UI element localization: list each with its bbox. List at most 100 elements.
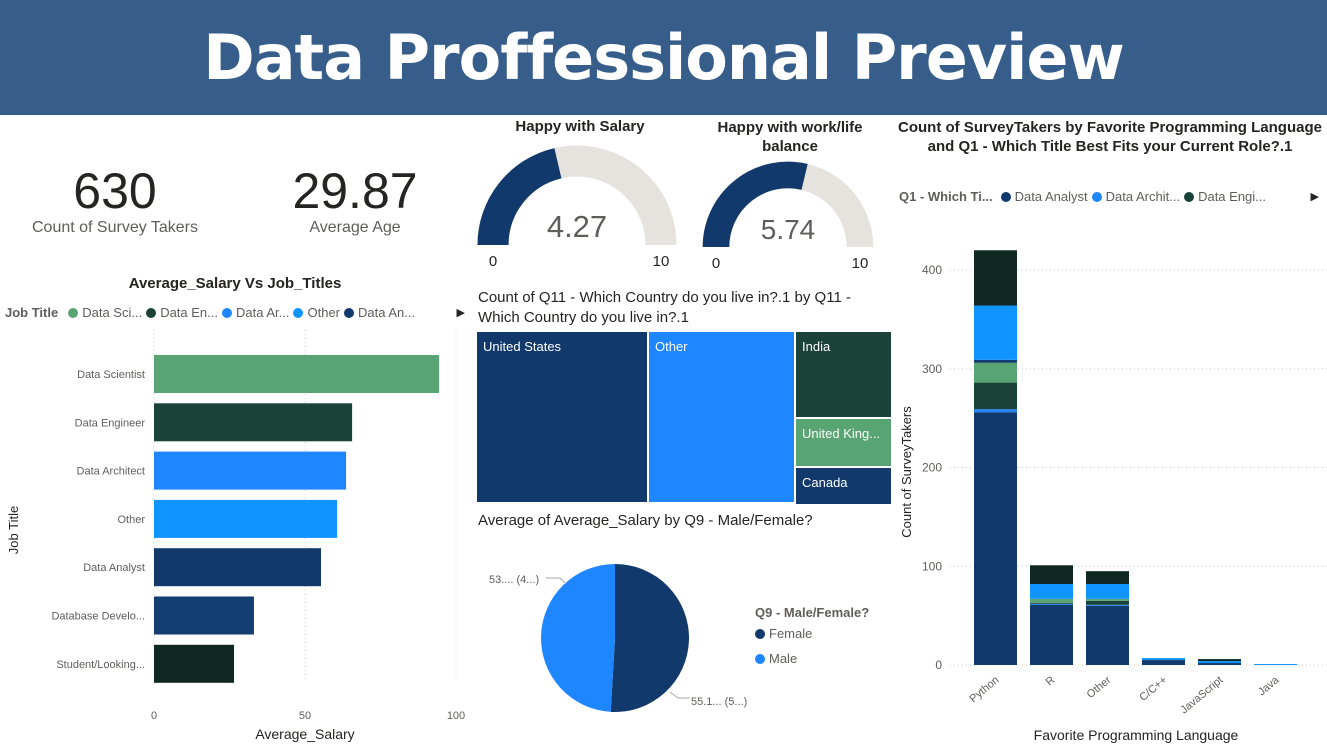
- treemap-tile: [477, 332, 647, 502]
- gauge-worklife: 5.74 0 10: [702, 161, 874, 272]
- gauge-value: 5.74: [761, 214, 816, 245]
- gauge-salary: 4.27 0 10: [477, 145, 677, 270]
- legend-item[interactable]: Data Analyst: [1014, 189, 1088, 204]
- data-label: 55.1... (5...): [691, 696, 747, 708]
- x-tick-label: C/C++: [1137, 674, 1169, 704]
- y-axis-title: Count of SurveyTakers: [899, 406, 914, 538]
- gauge-title: Happy with work/life balance: [717, 119, 863, 155]
- y-tick-label: Database Develo...: [51, 611, 145, 623]
- data-label: 53.... (4...): [489, 574, 539, 586]
- y-axis-title: Job Title: [6, 506, 21, 554]
- x-tick-label: Other: [1085, 674, 1114, 701]
- legend-dot: [344, 307, 354, 318]
- y-tick-label: 200: [922, 461, 942, 475]
- legend-dot: [755, 628, 765, 639]
- legend: Job Title Data Sci... Data En... Data Ar…: [5, 305, 465, 320]
- leader-line: [546, 577, 567, 585]
- stack-segment: [1030, 584, 1073, 599]
- bar: [154, 403, 353, 442]
- stack-segment: [974, 250, 1017, 306]
- legend-item[interactable]: Other: [307, 305, 340, 320]
- chart-title: Count of Q11 - Which Country do you live…: [478, 289, 851, 326]
- stack-segment: [1030, 604, 1073, 665]
- treemap-tile: [796, 332, 891, 417]
- treemap-tile: [796, 468, 891, 504]
- x-axis-title: Favorite Programming Language: [1034, 727, 1239, 743]
- stack-segment: [1142, 660, 1185, 665]
- pie-slice: [610, 564, 689, 712]
- gauge-min: 0: [712, 255, 720, 272]
- leader-line: [669, 691, 690, 699]
- y-tick-label: Student/Looking...: [56, 659, 145, 671]
- stack-segment: [1030, 598, 1073, 603]
- y-tick-label: Data Engineer: [75, 417, 146, 429]
- legend-dot: [68, 307, 79, 318]
- stack-segment: [1086, 604, 1129, 606]
- bar: [154, 499, 338, 538]
- legend-item[interactable]: Data An...: [358, 305, 416, 320]
- legend-next-arrow-icon[interactable]: ▶: [456, 307, 465, 319]
- legend-next-arrow-icon[interactable]: ▶: [1310, 191, 1319, 203]
- legend-dot: [1091, 191, 1102, 202]
- legend-title: Q9 - Male/Female?: [755, 605, 870, 620]
- legend-dot: [293, 307, 304, 318]
- y-tick-label: 300: [922, 362, 942, 376]
- legend-title: Job Title: [5, 305, 59, 320]
- legend-item[interactable]: Data Ar...: [236, 305, 290, 320]
- gauge-max: 10: [852, 255, 869, 272]
- legend-dot: [1184, 191, 1195, 202]
- salary-bar-chart: 0 50 100 Data Scientist Data Engineer Data Ar…: [6, 330, 465, 742]
- stack-segment: [1254, 664, 1297, 666]
- gender-pie-chart: 53.... (4...) 55.1... (5...): [489, 564, 747, 712]
- stack-segment: [1086, 598, 1129, 601]
- legend-title: Q1 - Which Ti...: [899, 189, 993, 204]
- gauge-min: 0: [489, 253, 497, 270]
- legend: Q1 - Which Ti... Data Analyst Data Archi…: [899, 189, 1319, 204]
- x-tick-label: 100: [447, 710, 465, 722]
- legend-dot: [755, 653, 765, 664]
- legend-item[interactable]: Data Sci...: [82, 305, 143, 320]
- y-tick-label: Data Architect: [77, 466, 145, 478]
- bar: [154, 451, 347, 490]
- stack-segment: [1086, 600, 1129, 605]
- legend-item[interactable]: Data Engi...: [1198, 189, 1267, 204]
- gauge-title: Happy with Salary: [515, 118, 645, 135]
- treemap-label: United King...: [802, 426, 880, 441]
- y-tick-label: 400: [922, 263, 942, 277]
- chart-title: Average of Average_Salary by Q9 - Male/F…: [478, 512, 813, 529]
- stack-segment: [1086, 571, 1129, 585]
- legend-item[interactable]: Data Archit...: [1105, 189, 1181, 204]
- y-tick-label: 0: [935, 658, 942, 672]
- stack-segment: [974, 412, 1017, 665]
- bar: [154, 596, 254, 635]
- legend-dot: [1000, 191, 1011, 202]
- legend-item[interactable]: Female: [769, 626, 813, 641]
- legend-dot: [222, 307, 232, 318]
- treemap-label: Canada: [802, 475, 848, 490]
- kpi-label: Average Age: [309, 219, 401, 236]
- y-tick-label: Data Analyst: [83, 562, 145, 574]
- gauge-max: 10: [653, 253, 670, 270]
- chart-title: Average_Salary Vs Job_Titles: [128, 275, 342, 292]
- x-tick-label: 0: [151, 710, 157, 722]
- stack-segment: [1142, 658, 1185, 661]
- bar: [154, 548, 322, 587]
- stack-segment: [1030, 603, 1073, 605]
- kpi-value: 630: [73, 163, 157, 219]
- stack-segment: [1198, 661, 1241, 664]
- legend-item[interactable]: Male: [769, 651, 798, 666]
- x-axis-title: Average_Salary: [255, 726, 354, 742]
- y-tick-label: Data Scientist: [77, 369, 145, 381]
- kpi-age-card: 29.87 Average Age: [255, 163, 455, 237]
- legend-item[interactable]: Data En...: [160, 305, 218, 320]
- stack-segment: [1030, 565, 1073, 585]
- language-stacked-chart: 0 100 200 300 400 Python R Other C/C++ JavaScript…: [899, 250, 1327, 743]
- stack-segment: [1086, 584, 1129, 599]
- x-tick-label: Java: [1256, 674, 1282, 699]
- stack-segment: [974, 382, 1017, 410]
- y-tick-label: Other: [117, 514, 145, 526]
- stack-segment: [1086, 605, 1129, 665]
- kpi-label: Count of Survey Takers: [31, 219, 198, 236]
- country-treemap: United States Other India United King... Can…: [477, 332, 891, 504]
- chart-title: Count of SurveyTakers by Favorite Progra…: [898, 119, 1322, 155]
